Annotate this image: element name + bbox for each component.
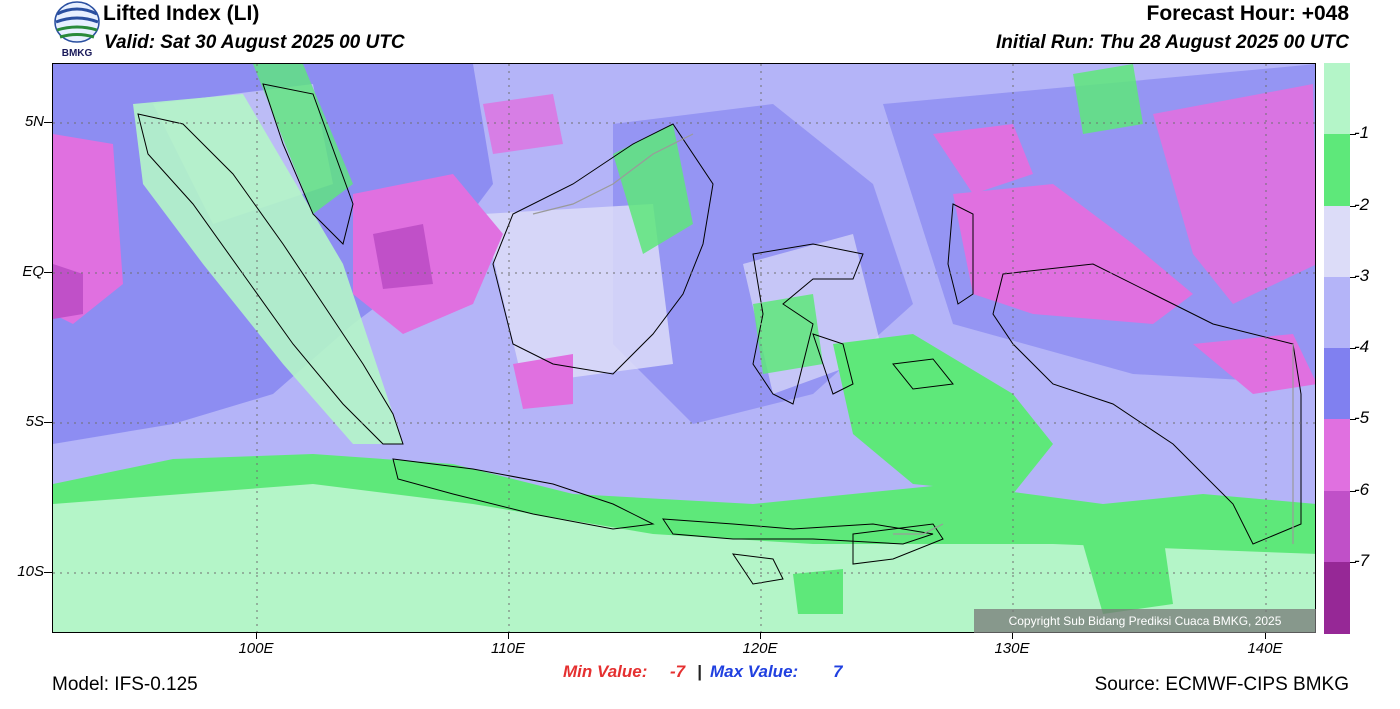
legend-swatch: [1324, 63, 1350, 135]
bmkg-logo: [52, 0, 102, 62]
lat-label-5s: 5S: [25, 413, 44, 430]
legend-swatch: [1324, 134, 1350, 206]
lat-label-eq: EQ: [22, 263, 44, 280]
coast-nusa-tenggara: [662, 518, 934, 545]
lon-tick-120e: [760, 633, 761, 639]
border-borneo: [532, 133, 694, 215]
legend-label: -4: [1354, 337, 1370, 356]
color-legend: [1324, 63, 1350, 634]
coast-papua: [992, 263, 1302, 545]
lon-tick-140e: [1265, 633, 1266, 639]
li-map: [52, 63, 1316, 633]
coast-malaya: [262, 83, 354, 245]
lon-tick-110e: [508, 633, 509, 639]
coast-sumatra: [137, 113, 404, 445]
legend-swatch: [1324, 419, 1350, 491]
legend-swatch: [1324, 205, 1350, 278]
legend-tick: [1350, 205, 1356, 207]
legend-tick: [1350, 134, 1356, 136]
map-title: Lifted Index (LI): [103, 2, 260, 25]
region-borneo-light: [483, 204, 673, 384]
legend-tick: [1350, 561, 1356, 563]
copyright-note: Copyright Sub Bidang Prediksi Cuaca BMKG…: [974, 609, 1316, 633]
coast-java: [392, 458, 655, 530]
region-magenta-scs: [483, 94, 563, 154]
region-purple-west: [53, 264, 83, 319]
legend-swatch: [1324, 276, 1350, 349]
initial-run: Initial Run: Thu 28 August 2025 00 UTC: [996, 32, 1349, 53]
coast-sulawesi-se: [812, 333, 854, 395]
legend-tick: [1350, 276, 1356, 278]
valid-time: Valid: Sat 30 August 2025 00 UTC: [104, 32, 405, 53]
legend-label: -2: [1354, 194, 1370, 214]
borders: [532, 133, 1294, 544]
region-banda-green: [833, 334, 1053, 494]
coast-borneo: [492, 123, 714, 375]
region-south-green-patch-2: [793, 569, 843, 614]
coast-sulawesi: [752, 243, 864, 405]
legend-label: -5: [1354, 408, 1370, 428]
legend-tick: [1350, 419, 1356, 421]
lat-label-10s: 10S: [17, 563, 44, 580]
min-value-label: Min Value:: [563, 662, 648, 681]
min-value: -7: [670, 662, 686, 681]
lon-label-110e: 110E: [491, 640, 525, 657]
value-separator: |: [697, 662, 702, 681]
region-pacific-green: [1073, 64, 1143, 134]
region-borneo-green: [613, 124, 693, 254]
region-magenta-java-sea: [513, 354, 573, 409]
lon-tick-100e: [256, 633, 257, 639]
max-value: 7: [833, 662, 843, 681]
coast-timor: [852, 523, 944, 565]
region-magenta-papua: [1193, 334, 1315, 394]
lon-tick-130e: [1012, 633, 1013, 639]
lat-tick-5s: [44, 422, 52, 423]
region-purple-core: [373, 224, 433, 289]
region-south-stable: [53, 484, 1315, 632]
coast-halmahera: [947, 203, 974, 305]
logo-text: BMKG: [61, 48, 93, 59]
coast-seram: [892, 358, 954, 390]
legend-label: -3: [1354, 265, 1370, 285]
coastlines: [137, 83, 1302, 585]
legend-tick: [1350, 490, 1356, 492]
coast-sumba: [731, 553, 784, 585]
lat-tick-5n: [44, 122, 52, 123]
lat-label-5n: 5N: [24, 113, 44, 130]
lon-label-120e: 120E: [742, 640, 778, 657]
forecast-hour: Forecast Hour: +048: [1146, 2, 1350, 25]
region-magenta-far-east: [1153, 84, 1315, 304]
legend-label: -7: [1354, 550, 1370, 570]
region-south-green-patch: [1083, 534, 1173, 614]
lon-label-130e: 130E: [994, 640, 1030, 657]
lat-tick-10s: [44, 572, 52, 573]
legend-tick: [1350, 348, 1356, 349]
border-timor: [893, 523, 944, 535]
legend-swatch: [1324, 348, 1350, 420]
region-sumatra-light-green: [133, 94, 403, 444]
data-source: Source: ECMWF-CIPS BMKG: [1094, 674, 1349, 695]
model-name: Model: IFS-0.125: [52, 674, 198, 695]
legend-swatch: [1324, 561, 1350, 634]
legend-label: -1: [1354, 123, 1370, 143]
max-value-label: Max Value:: [710, 662, 799, 681]
region-malaya-green: [253, 64, 353, 214]
legend-label: -6: [1354, 479, 1370, 499]
gridlines: [53, 64, 1315, 632]
lon-label-100e: 100E: [238, 640, 274, 657]
legend-swatch: [1324, 490, 1350, 563]
lon-label-140e: 140E: [1247, 640, 1283, 657]
lat-tick-eq: [44, 272, 52, 273]
region-magenta-north-east: [933, 124, 1033, 194]
